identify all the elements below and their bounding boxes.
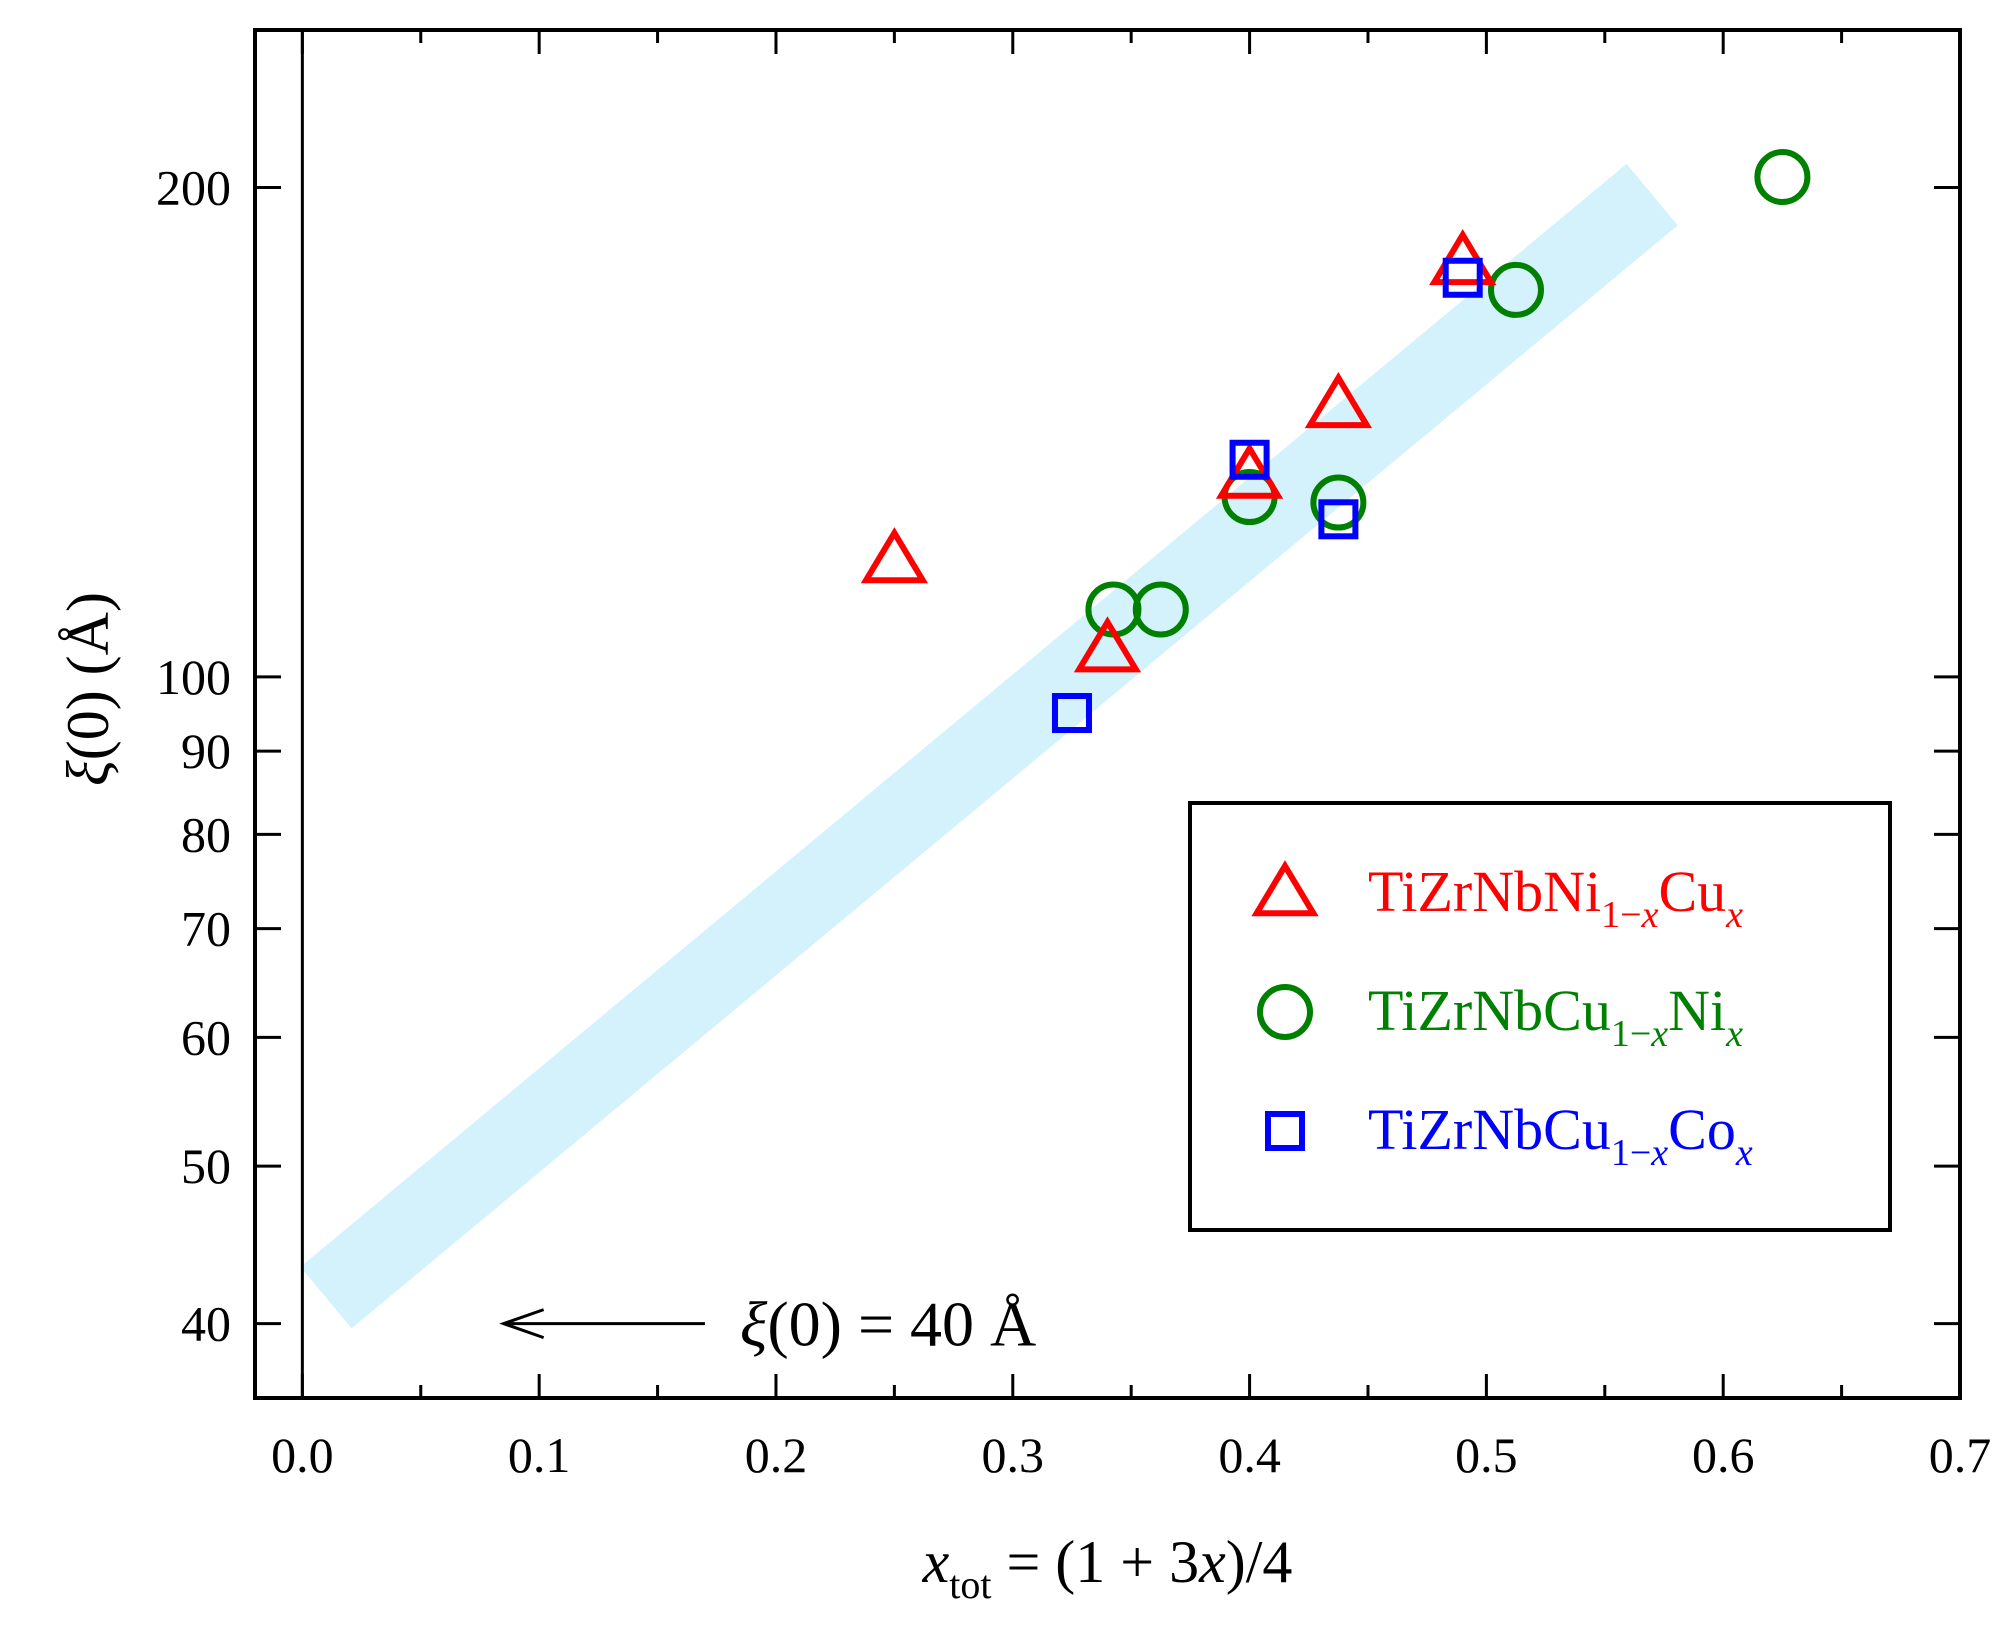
legend-item: TiZrNbCu1−xNix [1257, 978, 1743, 1055]
x-tick-label: 0.4 [1218, 1427, 1281, 1483]
legend-item: TiZrNbNi1−xCux [1251, 859, 1743, 936]
square-point [1318, 499, 1359, 540]
annotation-arrowhead [499, 1308, 545, 1340]
annotation-text: (0) = 40 Å [767, 1289, 1036, 1360]
trend-band [300, 163, 1678, 1329]
x-tick-label: 0.5 [1455, 1427, 1518, 1483]
trend-band-shape [300, 163, 1678, 1329]
triangle-point [1304, 372, 1373, 429]
y-tick-label: 40 [181, 1296, 231, 1352]
legend-label: TiZrNbCu1−xCox [1368, 1097, 1753, 1174]
annotation: ξ(0) = 40 Å [499, 1289, 1036, 1360]
triangle-point [1073, 616, 1142, 673]
square-point [1051, 693, 1092, 734]
circle-point [1310, 474, 1367, 531]
x-label-rest2: )/4 [1226, 1529, 1293, 1595]
circle-point [1487, 261, 1544, 318]
x-tick-label: 0.3 [982, 1427, 1045, 1483]
plot-frame [253, 28, 1962, 1400]
x-axis: 0.0 0.1 0.2 0.3 0.4 0.5 0.6 0.7 [271, 30, 1991, 1483]
y-tick-label: 60 [181, 1009, 231, 1065]
x-tick-label: 0.0 [271, 1427, 334, 1483]
annotation-label: ξ(0) = 40 Å [740, 1289, 1036, 1360]
y-label-symbol: ξ [55, 760, 121, 786]
legend-label: TiZrNbNi1−xCux [1368, 859, 1743, 936]
x-tick-label: 0.6 [1692, 1427, 1755, 1483]
annotation-symbol: ξ [740, 1289, 768, 1360]
legend-item: TiZrNbCu1−xCox [1265, 1097, 1753, 1174]
x-axis-label: xtot = (1 + 3x)/4 [922, 1529, 1293, 1607]
y-tick-label: 100 [156, 649, 231, 705]
y-tick-label: 90 [181, 723, 231, 779]
legend: TiZrNbNi1−xCux TiZrNbCu1−xNix TiZrNbCu1−xC… [1188, 801, 1892, 1232]
x-label-var: x [922, 1529, 950, 1595]
legend-label: TiZrNbCu1−xNix [1368, 978, 1743, 1055]
legend-triangle-icon [1251, 860, 1319, 917]
y-axis-label: ξ(0) (Å) [55, 592, 121, 786]
y-tick-label: 70 [181, 901, 231, 957]
square-point [1442, 257, 1483, 298]
circle-point [1132, 581, 1189, 638]
x-tick-label: 0.1 [508, 1427, 571, 1483]
data-points [860, 149, 1811, 734]
y-axis: 40 50 60 70 80 90 100 200 [156, 160, 1960, 1352]
x-label-var2: x [1198, 1529, 1226, 1595]
y-tick-label: 80 [181, 806, 231, 862]
x-tick-label: 0.2 [745, 1427, 808, 1483]
circle-point [1754, 149, 1811, 206]
legend-square-icon [1265, 1111, 1305, 1151]
legend-circle-icon [1257, 984, 1313, 1040]
triangle-point [860, 527, 929, 584]
y-tick-label: 200 [156, 160, 231, 216]
x-label-sub: tot [949, 1562, 991, 1607]
y-label-rest: (0) (Å) [55, 592, 121, 760]
square-point [1229, 439, 1270, 480]
x-tick-label: 0.7 [1929, 1427, 1992, 1483]
x-label-rest: = (1 + 3 [991, 1529, 1199, 1595]
y-tick-label: 50 [181, 1138, 231, 1194]
